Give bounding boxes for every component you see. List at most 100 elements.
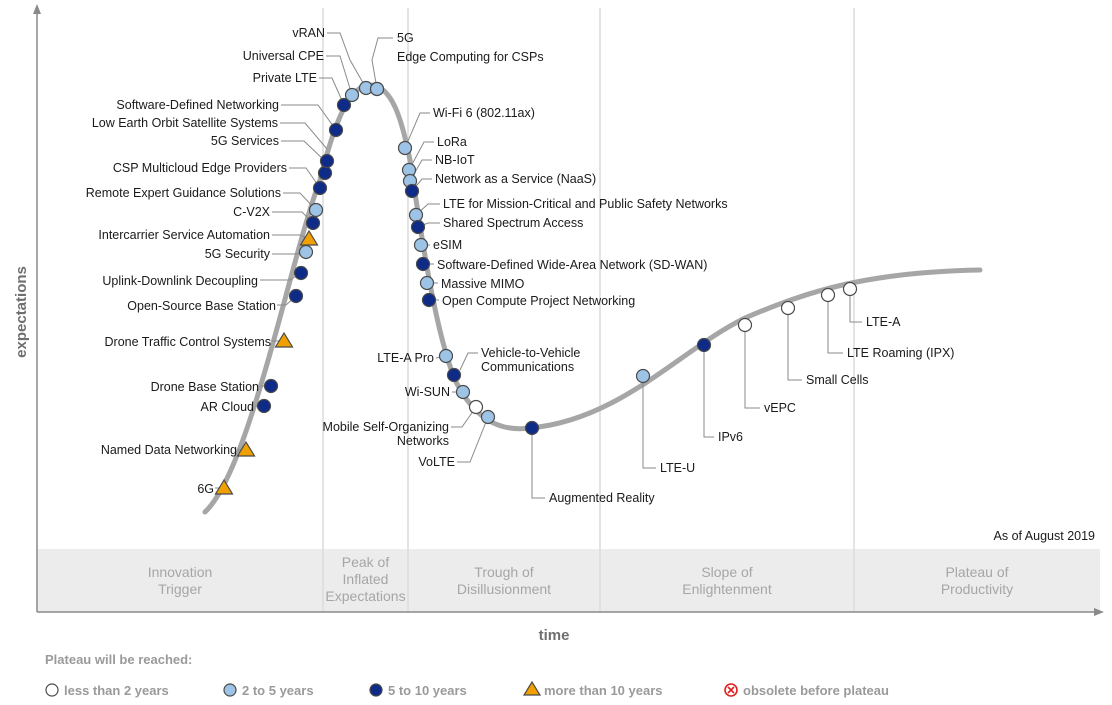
legend-label-less-than-2-years: less than 2 years	[64, 683, 169, 698]
leader-lte-a	[849, 289, 862, 323]
leader-wi-fi-6-802-11ax	[404, 112, 430, 149]
legend-label-more-than-10-years: more than 10 years	[544, 683, 663, 698]
label-shared-spectrum-access: Shared Spectrum Access	[443, 216, 583, 230]
label-6g: 6G	[197, 482, 214, 496]
label-nb-iot: NB-IoT	[435, 153, 475, 167]
as-of-note: As of August 2019	[994, 529, 1096, 543]
phase-labels: expectations time As of August 2019 Innovat…	[13, 266, 1095, 644]
label-low-earth-orbit-satellite-systems: Low Earth Orbit Satellite Systems	[92, 116, 278, 130]
leader-vehicle-to-vehicle-communications	[459, 352, 478, 371]
marker-mobile-self-organizing-networks	[468, 399, 484, 415]
label-remote-expert-guidance-solutions: Remote Expert Guidance Solutions	[86, 186, 281, 200]
label-wi-fi-6-802-11ax: Wi-Fi 6 (802.11ax)	[433, 106, 535, 120]
label-open-compute-project-networking: Open Compute Project Networking	[442, 294, 635, 308]
label-massive-mimo: Massive MIMO	[441, 277, 525, 291]
leader-ipv6	[703, 345, 714, 438]
label-universal-cpe: Universal CPE	[243, 49, 324, 63]
marker-vepc	[737, 317, 753, 333]
marker-lte-roaming-ipx	[820, 287, 836, 303]
label-software-defined-wide-area-network-sd-wan: Software-Defined Wide-Area Network (SD-W…	[437, 258, 707, 272]
label-lte-u: LTE-U	[660, 461, 695, 475]
marker-open-source-base-station	[288, 288, 304, 304]
leader-remote-expert-guidance-solutions	[283, 192, 317, 211]
leader-augmented-reality	[531, 428, 545, 499]
marker-open-compute-project-networking	[421, 292, 437, 308]
label-volte: VoLTE	[418, 455, 455, 469]
marker-small-cells	[780, 300, 796, 316]
marker-wi-sun	[455, 384, 471, 400]
label-software-defined-networking: Software-Defined Networking	[116, 98, 279, 112]
phase-peak-of-inflated-expectations: Peak of Inflated Expectations	[325, 554, 405, 604]
label-5g: 5G	[397, 31, 414, 45]
legend-marker-5-to-10-years	[369, 683, 383, 697]
marker-c-v2x	[305, 215, 321, 231]
marker-software-defined-wide-area-network-sd-wan	[415, 256, 431, 272]
label-uplink-downlink-decoupling: Uplink-Downlink Decoupling	[102, 274, 258, 288]
leader-volte	[457, 416, 489, 463]
marker-ipv6	[696, 337, 712, 353]
marker-remote-expert-guidance-solutions	[308, 202, 324, 218]
y-axis-label: expectations	[13, 266, 30, 358]
phase-band	[37, 549, 1100, 612]
legend-label-obsolete-before-plateau: obsolete before plateau	[743, 683, 889, 698]
marker-drone-traffic-control-systems	[274, 331, 294, 348]
label-5g-security: 5G Security	[205, 247, 271, 261]
phase-plateau-of-productivity: Plateau of Productivity	[941, 564, 1013, 597]
label-ipv6: IPv6	[718, 430, 743, 444]
label-vran: vRAN	[292, 26, 325, 40]
label-esim: eSIM	[433, 238, 462, 252]
marker-low-earth-orbit-satellite-systems	[319, 153, 335, 169]
marker-5g-security	[298, 244, 314, 260]
label-intercarrier-service-automation: Intercarrier Service Automation	[98, 228, 270, 242]
leader-lora	[408, 141, 434, 171]
label-open-source-base-station: Open-Source Base Station	[127, 299, 276, 313]
label-drone-base-station: Drone Base Station	[151, 380, 259, 394]
label-edge-computing-for-csps: Edge Computing for CSPs	[397, 50, 544, 64]
leader-mobile-self-organizing-networks	[451, 406, 477, 428]
marker-intercarrier-service-automation	[299, 229, 319, 246]
y-axis-arrow	[33, 4, 41, 14]
marker-uplink-downlink-decoupling	[293, 265, 309, 281]
label-named-data-networking: Named Data Networking	[101, 443, 237, 457]
leader-small-cells	[787, 308, 802, 381]
leader-low-earth-orbit-satellite-systems	[280, 122, 328, 150]
marker-software-defined-networking	[328, 122, 344, 138]
marker-lte-u	[635, 368, 651, 384]
data-labels: 6G Named Data Networking AR Cloud Drone Bas…	[86, 26, 955, 505]
marker-csp-multicloud-edge-providers	[312, 180, 328, 196]
marker-drone-base-station	[263, 378, 279, 394]
marker-private-lte	[336, 97, 352, 113]
data-markers	[214, 80, 858, 495]
label-5g-services: 5G Services	[211, 134, 279, 148]
leader-software-defined-networking	[281, 104, 337, 131]
leader-universal-cpe	[326, 55, 353, 96]
marker-5g-services	[317, 165, 333, 181]
legend-marker-less-than-2-years	[45, 683, 59, 697]
label-lte-a-pro: LTE-A Pro	[377, 351, 434, 365]
leader-vran	[327, 32, 367, 89]
marker-6g	[214, 478, 234, 495]
phase-slope-of-enlightenment: Slope of Enlightenment	[682, 564, 772, 597]
marker-augmented-reality	[524, 420, 540, 436]
plot-background	[33, 4, 1104, 616]
leader-lte-u	[642, 376, 656, 469]
marker-massive-mimo	[419, 275, 435, 291]
label-vepc: vEPC	[764, 401, 796, 415]
marker-edge-computing-for-csps	[369, 81, 385, 97]
marker-volte	[480, 409, 496, 425]
leader-private-lte	[319, 77, 345, 106]
legend-marker-more-than-10-years	[522, 680, 542, 696]
phase-trough-of-disillusionment: Trough of Disillusionment	[457, 564, 551, 597]
marker-lte-a	[842, 281, 858, 297]
label-c-v2x: C-V2X	[233, 205, 270, 219]
legend-marker-2-to-5-years	[223, 683, 237, 697]
label-lte-a: LTE-A	[866, 315, 901, 329]
label-csp-multicloud-edge-providers: CSP Multicloud Edge Providers	[113, 161, 287, 175]
marker-lte-for-mission-critical-and-public-safety-networks	[408, 207, 424, 223]
marker-vehicle-to-vehicle-communications	[446, 367, 462, 383]
leader-lte-roaming-ipx	[827, 295, 843, 354]
label-lora: LoRa	[437, 135, 467, 149]
label-small-cells: Small Cells	[806, 373, 869, 387]
legend-title: Plateau will be reached:	[45, 652, 192, 667]
